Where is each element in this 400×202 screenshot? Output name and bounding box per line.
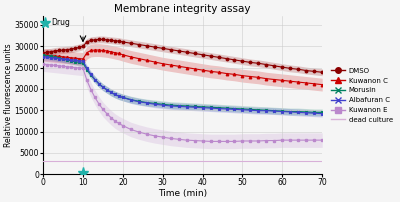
Legend: DMSO, Kuwanon C, Morusin, Albafuran C, Kuwanon E, dead culture: DMSO, Kuwanon C, Morusin, Albafuran C, K… bbox=[328, 65, 396, 126]
X-axis label: Time (min): Time (min) bbox=[158, 189, 207, 198]
Y-axis label: Relative fluorescence units: Relative fluorescence units bbox=[4, 43, 13, 147]
Title: Membrane integrity assay: Membrane integrity assay bbox=[114, 4, 251, 14]
Text: Drug: Drug bbox=[51, 18, 70, 27]
